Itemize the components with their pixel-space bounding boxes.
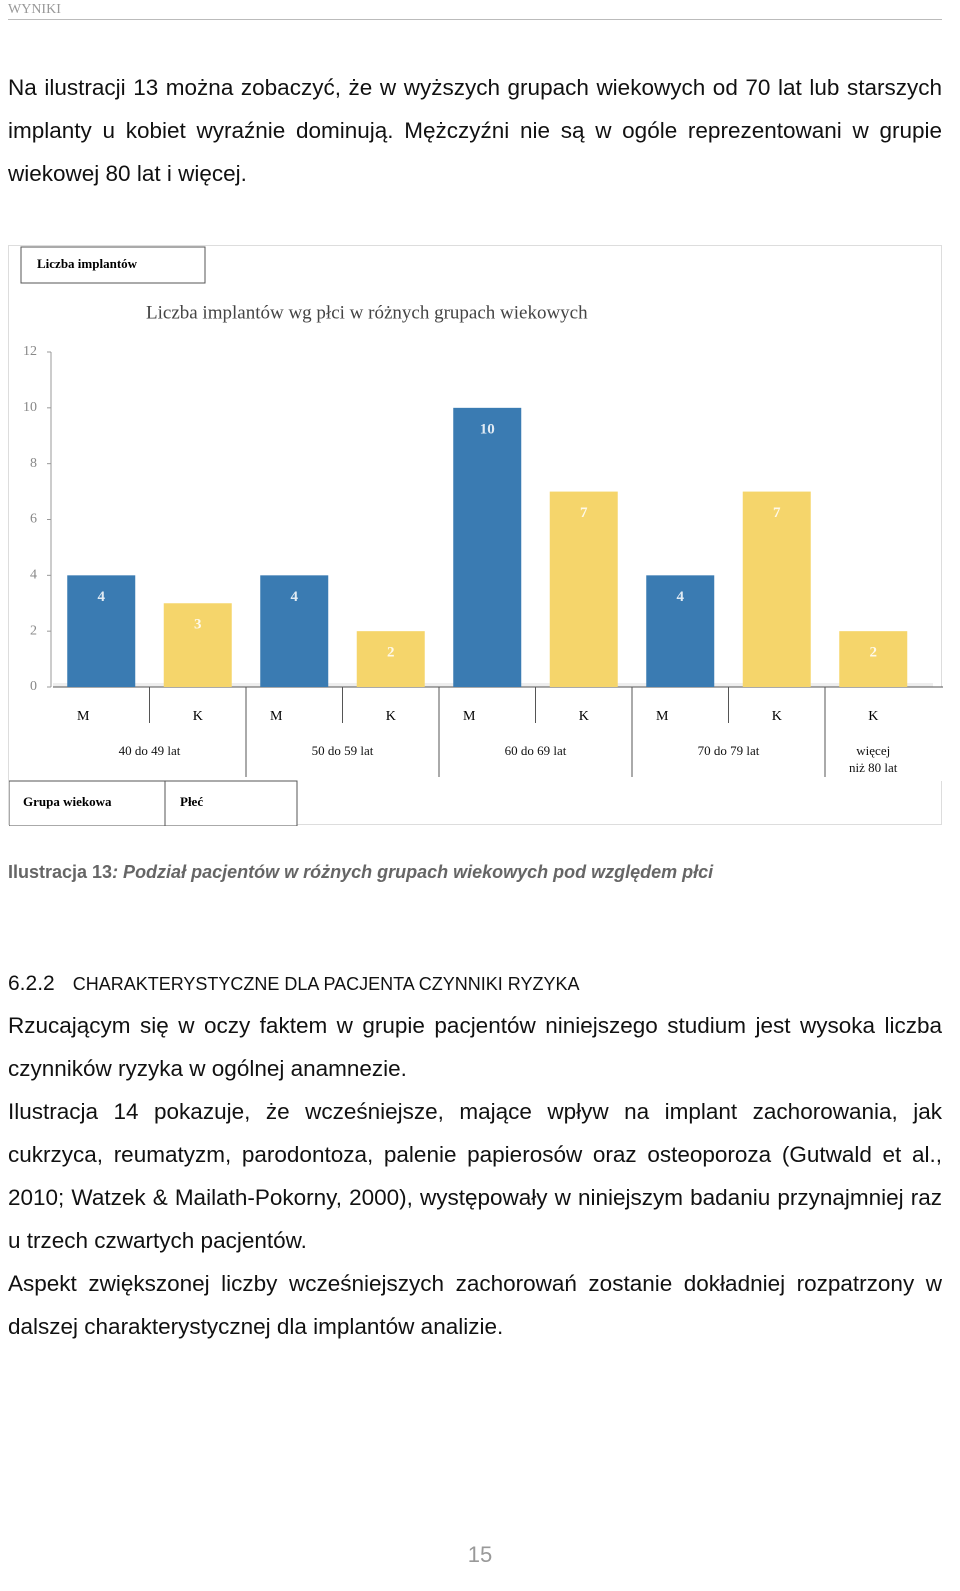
category-box (746, 699, 807, 731)
bar-value-label: 7 (580, 505, 588, 521)
bar (356, 631, 425, 687)
paragraph: Rzucającym się w oczy faktem w grupie pa… (8, 1013, 942, 1081)
x-field: Grupa wiekowa (23, 794, 112, 809)
field-button (20, 246, 206, 284)
group-label: 50 do 59 lat (256, 742, 429, 759)
bar (163, 603, 232, 687)
field-button (164, 780, 298, 826)
bar-value-label: 4 (98, 589, 106, 605)
x-field: Płeć (180, 794, 203, 809)
bar-value-label: 4 (291, 589, 299, 605)
y-tick-label: 12 (23, 344, 37, 359)
category-box (167, 699, 228, 731)
y-tick-label: 6 (30, 512, 37, 527)
bar-value-label: 4 (677, 589, 685, 605)
category-box (553, 699, 614, 731)
x-category-label: M (77, 709, 90, 724)
bar-value-label: 3 (194, 617, 202, 633)
x-category-label: K (386, 709, 396, 724)
bar (646, 575, 715, 687)
paragraph: Aspekt zwiększonej liczby wcześniejszych… (8, 1271, 942, 1339)
y-tick-label: 10 (23, 400, 37, 415)
bar (839, 631, 908, 687)
page-number: 15 (467, 1542, 493, 1567)
chart: 0 2 4 6 8 10 12 Liczba implantów wg płci w różn… (8, 245, 943, 826)
field-button (9, 780, 166, 826)
x-category-label: M (270, 709, 283, 724)
y-field: Liczba implantów (37, 256, 138, 271)
section-heading: 6.2.2 CHARAKTERYSTYCZNE DLA PACJENTA CZYN… (8, 972, 580, 996)
bar (549, 491, 618, 687)
chart-title: Liczba implantów wg płci w różnych grupa… (146, 302, 588, 323)
y-tick-label: 4 (30, 568, 37, 583)
group-label: 60 do 69 lat (449, 742, 622, 759)
caption-label: Ilustracja 13 (8, 862, 113, 882)
x-category-label: K (579, 709, 589, 724)
caption-text: : Podział pacjentów w różnych grupach wi… (112, 862, 714, 882)
x-category-label: K (868, 709, 878, 724)
category-box (360, 699, 421, 731)
paragraph: Na ilustracji 13 można zobaczyć, że w wy… (8, 75, 942, 186)
paragraph: Ilustracja 14 pokazuje, że wcześniejsze,… (8, 1099, 942, 1253)
y-tick-label: 2 (30, 623, 37, 638)
running-header: WYNIKI (8, 2, 942, 20)
figure-caption: Ilustracja 13: Podział pacjentów w różny… (8, 862, 713, 883)
category-box (843, 699, 904, 731)
category-box (650, 699, 711, 731)
x-category-label: K (772, 709, 782, 724)
x-category-label: M (463, 709, 476, 724)
x-category-label: K (193, 709, 203, 724)
bar-value-label: 2 (870, 645, 878, 661)
y-tick-label: 8 (30, 456, 37, 471)
bar (260, 575, 329, 687)
section-title: CHARAKTERYSTYCZNE DLA PACJENTA CZYNNIKI … (72, 974, 580, 994)
category-box (71, 699, 132, 731)
bar-value-label: 2 (387, 645, 395, 661)
y-tick-label: 0 (30, 679, 37, 694)
group-label: 70 do 79 lat (642, 742, 815, 759)
group-label: 40 do 49 lat (63, 742, 236, 759)
x-category-label: M (656, 709, 669, 724)
bar-value-label: 7 (773, 505, 781, 521)
group-label: więcej niż 80 lat (835, 742, 912, 776)
category-box (264, 699, 325, 731)
chart-svg: 0 2 4 6 8 10 12 Liczba implantów wg płci w różn… (9, 246, 943, 826)
category-box (457, 699, 518, 731)
bar (67, 575, 136, 687)
bar (742, 491, 811, 687)
section-number: 6.2.2 (8, 972, 55, 995)
bar (453, 407, 522, 687)
title-box (131, 296, 814, 338)
bar-value-label: 10 (480, 421, 495, 437)
